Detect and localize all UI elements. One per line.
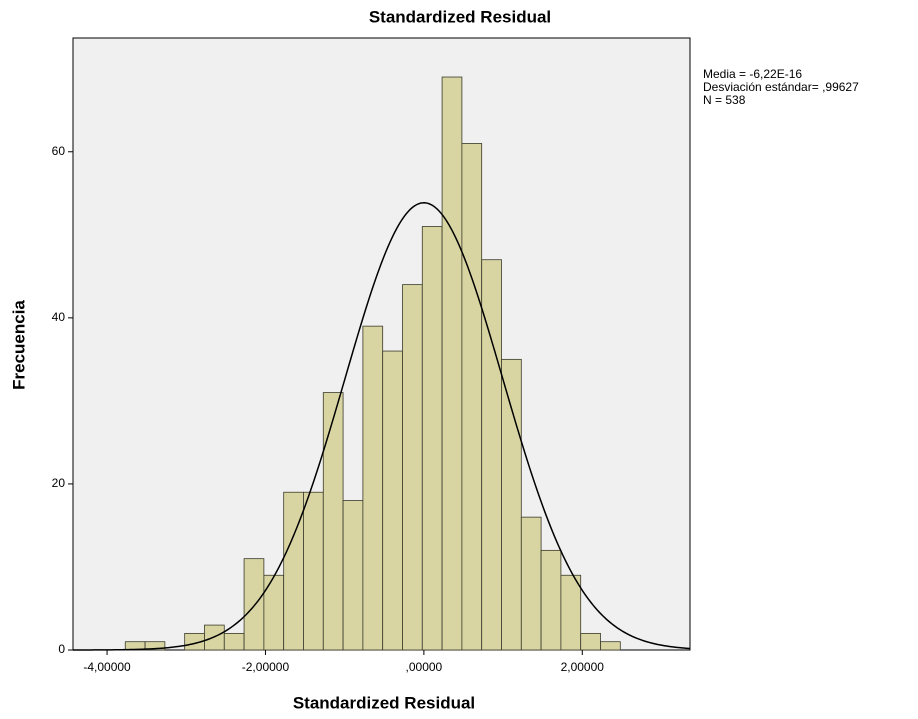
y-tick-label: 20 (52, 476, 66, 490)
bar (560, 574, 582, 651)
x-tick-label: 2,00000 (561, 660, 605, 674)
y-tick-label: 60 (52, 144, 66, 158)
x-tick-label: -2,00000 (242, 660, 290, 674)
bar (421, 226, 443, 651)
bar (342, 500, 364, 651)
stat-n: N = 538 (703, 93, 746, 107)
bar (600, 641, 621, 651)
bar (303, 491, 324, 651)
x-tick-label: ,00000 (406, 660, 443, 674)
bar (540, 549, 562, 651)
bar (382, 350, 403, 651)
bar (501, 358, 522, 651)
chart-title: Standardized Residual (369, 7, 551, 26)
y-tick-label: 40 (52, 310, 66, 324)
x-tick-label: -4,00000 (83, 660, 131, 674)
bar (402, 284, 423, 651)
stat-sd: Desviación estándar= ,99627 (703, 80, 859, 94)
bar (461, 143, 483, 651)
bar (243, 558, 265, 651)
y-axis-title: Frecuencia (9, 300, 28, 390)
bar (144, 641, 166, 651)
x-axis-title: Standardized Residual (293, 693, 475, 712)
bar (223, 632, 245, 651)
stat-mean: Media = -6,22E-16 (703, 67, 802, 81)
bar (322, 392, 344, 651)
bar (441, 76, 463, 651)
bar (283, 491, 304, 651)
y-tick-label: 0 (58, 642, 65, 656)
bar (520, 516, 542, 651)
normal-curve (72, 202, 691, 651)
bar (362, 325, 384, 651)
bar (263, 574, 285, 651)
bar (580, 632, 601, 651)
